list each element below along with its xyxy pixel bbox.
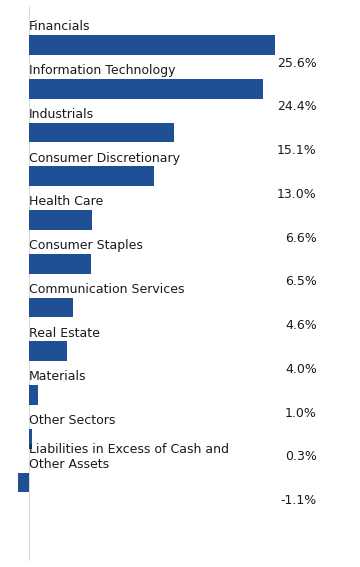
Text: Other Sectors: Other Sectors: [29, 414, 115, 427]
Text: Financials: Financials: [29, 20, 90, 33]
Text: Materials: Materials: [29, 370, 86, 383]
Text: 1.0%: 1.0%: [285, 407, 317, 420]
Bar: [29, 35, 275, 55]
Bar: [18, 473, 29, 492]
Text: Liabilities in Excess of Cash and
Other Assets: Liabilities in Excess of Cash and Other …: [29, 443, 229, 471]
Text: Real Estate: Real Estate: [29, 327, 100, 340]
Bar: [29, 210, 92, 230]
Text: Consumer Staples: Consumer Staples: [29, 239, 143, 252]
Text: 13.0%: 13.0%: [277, 188, 317, 201]
Text: Industrials: Industrials: [29, 108, 94, 121]
Text: Communication Services: Communication Services: [29, 283, 184, 296]
Text: 4.6%: 4.6%: [285, 319, 317, 332]
Bar: [29, 122, 174, 142]
Text: Consumer Discretionary: Consumer Discretionary: [29, 152, 180, 164]
Bar: [29, 341, 67, 361]
Text: 0.3%: 0.3%: [285, 450, 317, 463]
Text: 6.6%: 6.6%: [285, 232, 317, 244]
Text: Health Care: Health Care: [29, 196, 103, 209]
Text: 6.5%: 6.5%: [285, 276, 317, 289]
Text: -1.1%: -1.1%: [280, 494, 317, 507]
Text: Information Technology: Information Technology: [29, 64, 175, 77]
Text: 24.4%: 24.4%: [277, 100, 317, 113]
Text: 4.0%: 4.0%: [285, 363, 317, 376]
Bar: [29, 298, 73, 318]
Text: 15.1%: 15.1%: [277, 144, 317, 157]
Bar: [29, 254, 91, 274]
Bar: [29, 429, 32, 448]
Bar: [29, 79, 263, 99]
Bar: [29, 385, 39, 405]
Text: 25.6%: 25.6%: [277, 57, 317, 70]
Bar: [29, 167, 154, 186]
